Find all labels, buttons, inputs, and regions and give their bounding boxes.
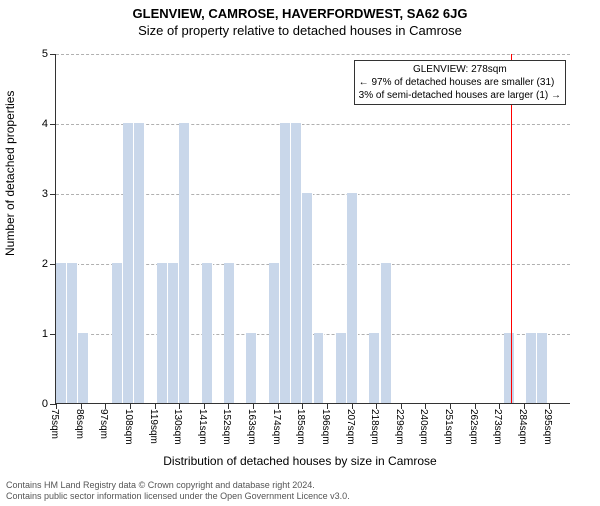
bar [134,123,145,403]
bar [336,333,347,403]
bar [56,263,67,403]
y-tick [50,124,56,125]
x-tick-label: 119sqm [148,409,159,444]
x-tick-label: 196sqm [320,409,331,445]
bar [302,193,313,403]
bar [504,333,515,403]
bar [369,333,380,403]
x-tick-label: 218sqm [369,409,380,445]
y-tick-label: 2 [42,258,48,270]
x-tick-label: 251sqm [443,409,454,445]
annotation-line-smaller: ← 97% of detached houses are smaller (31… [359,76,561,89]
x-tick-label: 141sqm [197,409,208,445]
bar [280,123,291,403]
footer-line-1: Contains HM Land Registry data © Crown c… [6,480,350,491]
x-tick-label: 97sqm [98,409,109,439]
bar [67,263,78,403]
bar [526,333,537,403]
bar [112,263,123,403]
y-tick [50,194,56,195]
x-tick-label: 240sqm [418,409,429,445]
x-tick-label: 174sqm [271,409,282,445]
bar [381,263,392,403]
bar [224,263,235,403]
bar [168,263,179,403]
bar [347,193,358,403]
x-axis-label: Distribution of detached houses by size … [0,454,600,468]
x-tick-label: 163sqm [246,409,257,445]
y-tick-label: 0 [42,398,48,410]
x-tick-label: 295sqm [542,409,553,445]
chart-title-main: GLENVIEW, CAMROSE, HAVERFORDWEST, SA62 6… [0,6,600,21]
x-tick-label: 207sqm [345,409,356,445]
annotation-box: GLENVIEW: 278sqm← 97% of detached houses… [354,60,566,105]
plot-wrap: 01234575sqm86sqm97sqm108sqm119sqm130sqm1… [55,54,570,404]
y-tick-label: 1 [42,328,48,340]
chart-title-sub: Size of property relative to detached ho… [0,23,600,38]
bar [269,263,280,403]
x-tick-label: 229sqm [394,409,405,445]
bar [157,263,168,403]
x-tick-label: 108sqm [123,409,134,445]
x-tick-label: 130sqm [172,409,183,445]
plot-area: 01234575sqm86sqm97sqm108sqm119sqm130sqm1… [55,54,570,404]
bar [537,333,548,403]
bar [314,333,325,403]
footer-line-2: Contains public sector information licen… [6,491,350,502]
y-tick-label: 5 [42,48,48,60]
bar [291,123,302,403]
x-tick-label: 86sqm [74,409,85,439]
footer-attribution: Contains HM Land Registry data © Crown c… [6,480,350,503]
marker-line [511,54,512,403]
annotation-title: GLENVIEW: 278sqm [359,63,561,76]
y-tick [50,54,56,55]
bar [179,123,190,403]
x-tick-label: 75sqm [49,409,60,439]
bar [123,123,134,403]
gridline [56,54,570,55]
x-tick-label: 273sqm [492,409,503,445]
bar [202,263,213,403]
x-tick-label: 152sqm [221,409,232,445]
x-tick-label: 185sqm [295,409,306,445]
annotation-line-larger: 3% of semi-detached houses are larger (1… [359,89,561,102]
y-axis-label: Number of detached properties [3,91,17,256]
y-tick-label: 4 [42,118,48,130]
bar [246,333,257,403]
y-tick-label: 3 [42,188,48,200]
x-tick-label: 284sqm [517,409,528,445]
bar [78,333,89,403]
x-tick-label: 262sqm [468,409,479,445]
